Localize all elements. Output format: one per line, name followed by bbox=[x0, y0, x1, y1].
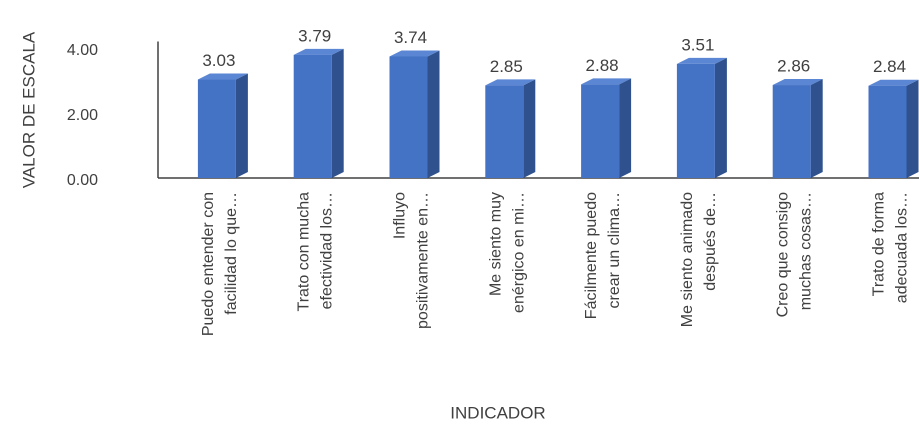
y-tick-label: 0.00 bbox=[67, 172, 98, 189]
x-tick-label-line: facilidad lo que… bbox=[223, 192, 240, 315]
x-tick-label: Fácilmente puedo crear un clima… bbox=[583, 192, 623, 319]
x-tick-label-line: Trato con mucha bbox=[296, 192, 313, 312]
value-label: 3.03 bbox=[202, 51, 235, 70]
x-axis-title: INDICADOR bbox=[450, 403, 545, 422]
value-label: 3.74 bbox=[394, 28, 427, 47]
bar-front bbox=[868, 85, 907, 178]
value-label: 2.86 bbox=[777, 57, 810, 76]
value-label: 2.85 bbox=[490, 57, 523, 76]
x-tick-label-line: Me siento muy bbox=[488, 192, 505, 296]
x-tick-label-line: positivamente en… bbox=[415, 192, 432, 329]
bar-side bbox=[714, 57, 727, 178]
bar-front bbox=[389, 56, 428, 179]
bar-top bbox=[197, 73, 248, 80]
x-tick-label-line: efectividad los… bbox=[319, 192, 336, 309]
x-tick-label: Creo que consigo muchas cosas… bbox=[775, 192, 815, 318]
x-tick-label: Influyo positivamente en… bbox=[392, 192, 432, 329]
bar bbox=[197, 73, 248, 178]
x-tick-label-line: muchas cosas… bbox=[798, 192, 815, 310]
bar-top bbox=[389, 50, 440, 57]
value-label: 3.79 bbox=[298, 26, 331, 45]
x-tick-label-line: Fácilmente puedo bbox=[583, 192, 600, 319]
bar-front bbox=[197, 79, 236, 178]
bar-top bbox=[581, 78, 632, 85]
x-tick-label: Trato de forma adecuada los… bbox=[871, 192, 911, 303]
bar-top bbox=[868, 79, 919, 86]
bar bbox=[485, 79, 536, 178]
bar-side bbox=[810, 79, 823, 178]
bar-front bbox=[676, 63, 715, 178]
x-tick-label-line: después de… bbox=[702, 192, 719, 291]
bar-top bbox=[772, 79, 823, 86]
bar-side bbox=[427, 50, 440, 179]
y-tick-label: 4.00 bbox=[67, 42, 98, 59]
y-tick-label: 2.00 bbox=[67, 107, 98, 124]
bar-top bbox=[485, 79, 536, 86]
x-tick-label-line: Influyo bbox=[392, 192, 409, 239]
bar-front bbox=[581, 84, 620, 178]
x-tick-label-line: crear un clima… bbox=[606, 192, 623, 308]
bar-front bbox=[293, 54, 332, 179]
bar bbox=[389, 50, 440, 179]
bar bbox=[676, 57, 727, 178]
bar-side bbox=[523, 79, 536, 178]
bar bbox=[772, 79, 823, 178]
x-tick-label: Me siento muy enérgico en mi… bbox=[488, 192, 528, 313]
bar-top bbox=[676, 57, 727, 64]
x-tick-label-line: Me siento animado bbox=[679, 192, 696, 327]
x-tick-label-line: Puedo entender con bbox=[200, 192, 217, 336]
bar bbox=[868, 79, 919, 178]
y-axis-title: VALOR DE ESCALA bbox=[19, 31, 38, 188]
value-label: 2.84 bbox=[873, 57, 906, 76]
value-label: 3.51 bbox=[681, 35, 714, 54]
bar-side bbox=[331, 48, 344, 179]
x-tick-label: Me siento animado después de… bbox=[679, 192, 719, 327]
x-tick-label: Puedo entender con facilidad lo que… bbox=[200, 192, 240, 336]
bar-top bbox=[293, 48, 344, 55]
x-tick-label-line: Creo que consigo bbox=[775, 192, 792, 318]
x-tick-label-line: enérgico en mi… bbox=[511, 192, 528, 313]
x-tick-label-line: adecuada los… bbox=[894, 192, 911, 303]
value-label: 2.88 bbox=[586, 56, 619, 75]
x-tick-label-line: Trato de forma bbox=[871, 192, 888, 296]
x-tick-label: Trato con mucha efectividad los… bbox=[296, 192, 336, 312]
bar-side bbox=[619, 78, 632, 178]
bar bbox=[293, 48, 344, 179]
bar bbox=[581, 78, 632, 178]
bar-front bbox=[485, 85, 524, 178]
bar-front bbox=[772, 85, 811, 178]
bar-side bbox=[235, 73, 248, 178]
bar-side bbox=[906, 79, 919, 178]
